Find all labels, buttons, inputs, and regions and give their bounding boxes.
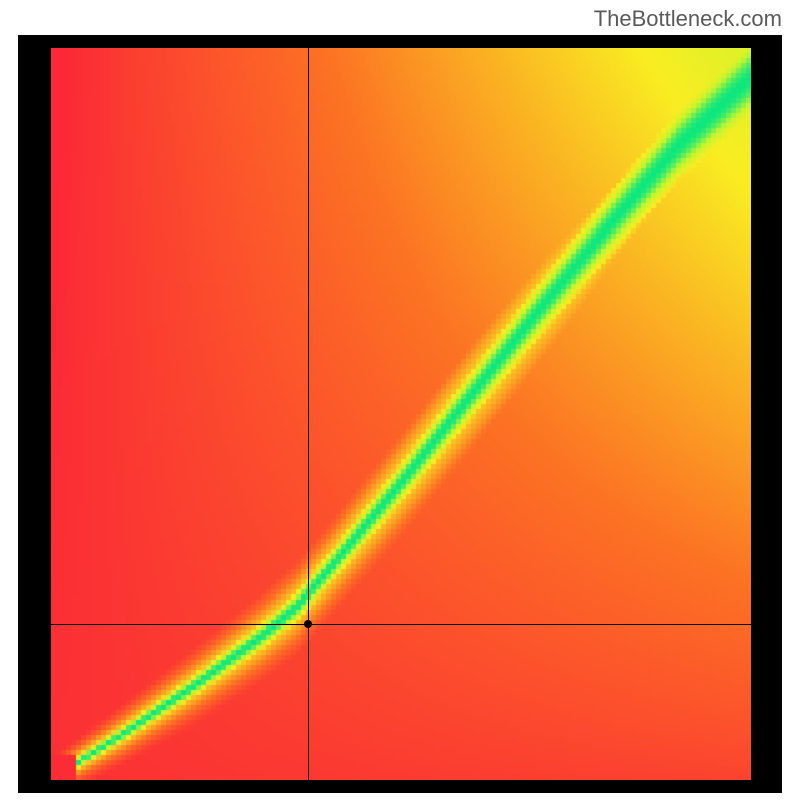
crosshair-marker-dot	[304, 620, 312, 628]
root-container: TheBottleneck.com	[0, 0, 800, 800]
chart-plot-area	[51, 48, 751, 780]
heatmap-canvas	[51, 48, 751, 780]
crosshair-horizontal-line	[51, 624, 751, 625]
crosshair-vertical-line	[308, 48, 309, 780]
watermark-text: TheBottleneck.com	[594, 6, 782, 32]
